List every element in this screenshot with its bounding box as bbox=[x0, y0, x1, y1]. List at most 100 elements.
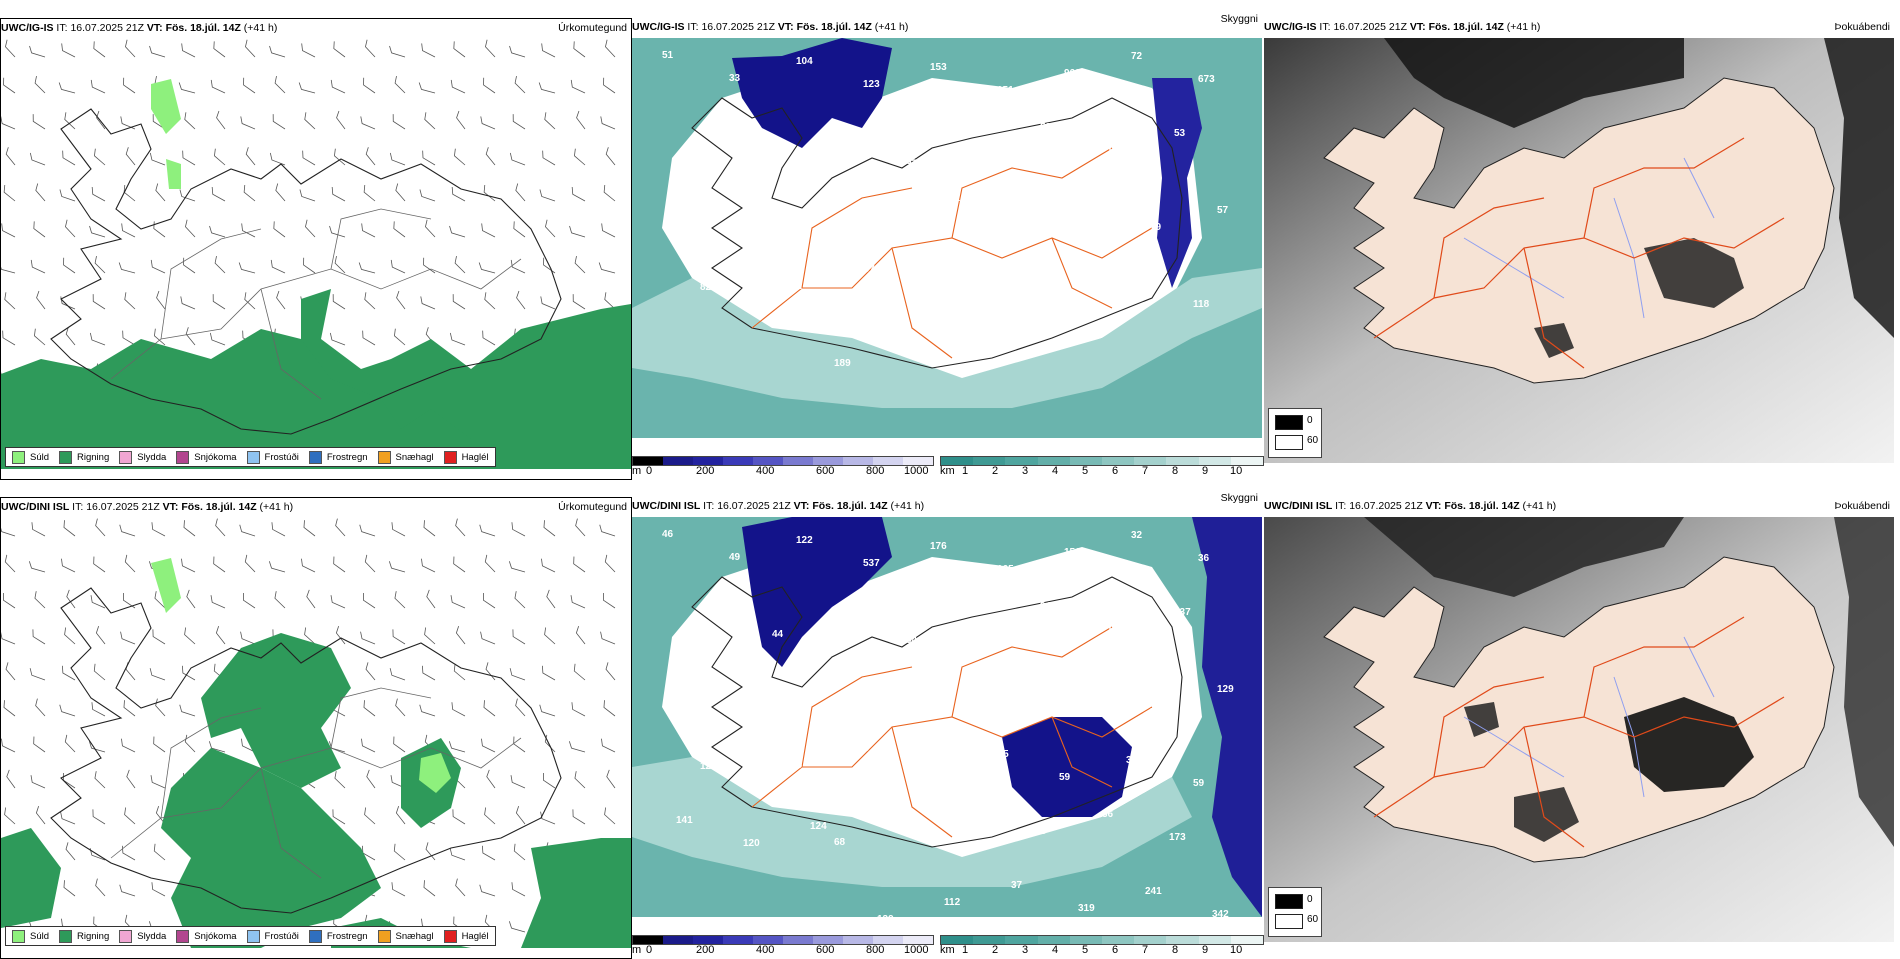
wind-barb-icon bbox=[393, 221, 406, 238]
wind-barb-icon bbox=[601, 738, 616, 753]
wind-barb-icon bbox=[426, 589, 436, 609]
wind-barb-icon bbox=[120, 116, 136, 130]
wind-barb-icon bbox=[243, 184, 256, 202]
init-time: 16.07.2025 21Z bbox=[86, 501, 160, 513]
wind-barb-icon bbox=[332, 294, 346, 310]
colorbar-step bbox=[663, 936, 693, 944]
visibility-tick: 4 bbox=[1052, 465, 1059, 477]
legend-label: Frostúði bbox=[264, 451, 299, 463]
colorbar-step bbox=[873, 936, 903, 944]
visibility-scale: km 1 2 3 4 5 6 7 8 9 10 bbox=[940, 935, 1264, 957]
legend-label: Frostúði bbox=[264, 930, 299, 942]
wind-barb-icon bbox=[269, 152, 286, 166]
wind-barb-icon bbox=[515, 805, 526, 825]
precip-type-legend: Súld Rigning Slydda Snjókoma Frostúði Fr… bbox=[5, 447, 496, 467]
colorbar-step bbox=[941, 936, 974, 944]
ceiling-value-label: 132 bbox=[724, 707, 741, 718]
wind-barb-icon bbox=[541, 43, 556, 58]
wind-barb-icon bbox=[365, 662, 376, 681]
fog-key-label: 60 bbox=[1307, 914, 1319, 925]
wind-barb-icon bbox=[483, 77, 496, 94]
colorbar-step bbox=[1037, 936, 1070, 944]
wind-barb-icon bbox=[149, 45, 166, 58]
ceiling-labels: 51 33 104 123 153 151 963 72 673 139 85 99 35 63 59 102… bbox=[662, 50, 1229, 369]
wind-barb-icon bbox=[485, 39, 496, 58]
wind-barb-icon bbox=[598, 262, 616, 274]
legend-item: Slydda bbox=[119, 929, 166, 943]
wind-barb-icon bbox=[455, 878, 466, 897]
swatch bbox=[119, 929, 133, 943]
ceiling-unit: m bbox=[632, 944, 642, 956]
ceiling-tick: 400 bbox=[756, 944, 775, 956]
wind-barb-icon bbox=[182, 665, 196, 681]
ceiling-value-label: 176 bbox=[930, 541, 947, 552]
ceiling-value-label: 139 bbox=[705, 127, 722, 138]
colorbar-step bbox=[633, 457, 663, 465]
wind-barb-icon bbox=[64, 112, 76, 130]
wind-barb-icon bbox=[392, 629, 406, 645]
colorbar-step bbox=[813, 457, 843, 465]
wind-barb-icon bbox=[603, 77, 616, 94]
wind-barb-icon bbox=[366, 769, 376, 789]
colorbar-step bbox=[1102, 936, 1135, 944]
ceiling-value-label: 145 bbox=[992, 749, 1009, 760]
wind-barb-icon bbox=[241, 223, 256, 238]
ceiling-value-label: 67 bbox=[724, 228, 736, 239]
wind-barb-icon bbox=[600, 631, 616, 645]
wind-barb-icon bbox=[209, 332, 226, 346]
wind-barb-icon bbox=[33, 221, 46, 238]
wind-barb-icon bbox=[572, 294, 586, 310]
wind-barb-icon bbox=[393, 843, 406, 861]
ceiling-value-label: 48 bbox=[748, 204, 760, 215]
it-prefix: IT: bbox=[1335, 500, 1347, 512]
ceiling-value-label: 673 bbox=[1198, 74, 1215, 85]
panel-title: Þokuábendi bbox=[1834, 21, 1890, 33]
wind-barb-icon bbox=[329, 332, 346, 346]
wind-barb-icon bbox=[29, 45, 46, 58]
wind-barb-icon bbox=[32, 629, 46, 645]
ceiling-value-label: 35 bbox=[906, 156, 918, 167]
vt-prefix: VT: bbox=[793, 500, 810, 512]
colorbar-step bbox=[1198, 457, 1231, 465]
swatch bbox=[59, 450, 73, 464]
wind-barb-icon bbox=[1, 524, 16, 537]
wind-barb-icon bbox=[272, 114, 286, 130]
wind-barb-icon bbox=[451, 186, 466, 202]
model-name: UWC/DINI ISL bbox=[1, 501, 70, 513]
wind-barb-icon bbox=[480, 631, 496, 645]
colorbar-step bbox=[973, 457, 1006, 465]
it-prefix: IT: bbox=[72, 501, 84, 513]
wind-barb-icon bbox=[152, 629, 166, 645]
wind-barb-icon bbox=[485, 147, 496, 166]
wind-barb-icon bbox=[513, 221, 526, 238]
legend-label: Frostregn bbox=[326, 451, 368, 463]
visibility-tick: 1 bbox=[962, 465, 969, 477]
wind-barb-icon bbox=[35, 183, 46, 202]
swatch bbox=[12, 929, 25, 943]
wind-barb-icon bbox=[454, 255, 466, 274]
fog-key-label: 0 bbox=[1307, 894, 1313, 905]
fog-patch bbox=[1534, 323, 1574, 358]
swatch bbox=[12, 450, 25, 464]
wind-barb-icon bbox=[213, 556, 226, 573]
panel-title: Þokuábendi bbox=[1834, 500, 1890, 512]
drizzle-area bbox=[151, 558, 451, 793]
wind-barb-icon bbox=[392, 114, 406, 130]
wind-barb-icon bbox=[64, 627, 76, 645]
wind-barb-icon bbox=[59, 704, 76, 717]
wind-barb-icon bbox=[96, 110, 106, 130]
visibility-tick: 2 bbox=[992, 465, 999, 477]
wind-barb-icon bbox=[482, 592, 496, 609]
wind-barb-icon bbox=[89, 225, 106, 238]
wind-barb-icon bbox=[93, 556, 106, 573]
fog-index-map bbox=[1264, 38, 1894, 463]
visibility-colorbar bbox=[940, 935, 1264, 945]
wind-barb-icon bbox=[61, 558, 76, 573]
ceiling-tick: 0 bbox=[646, 465, 653, 477]
wind-barb-icon bbox=[546, 589, 556, 609]
ceiling-value-label: 437 bbox=[1174, 607, 1191, 618]
colorbar-step bbox=[1198, 936, 1231, 944]
roads bbox=[1373, 137, 1785, 369]
wind-barb-icon bbox=[184, 112, 196, 130]
wind-barb-icon bbox=[150, 775, 166, 789]
